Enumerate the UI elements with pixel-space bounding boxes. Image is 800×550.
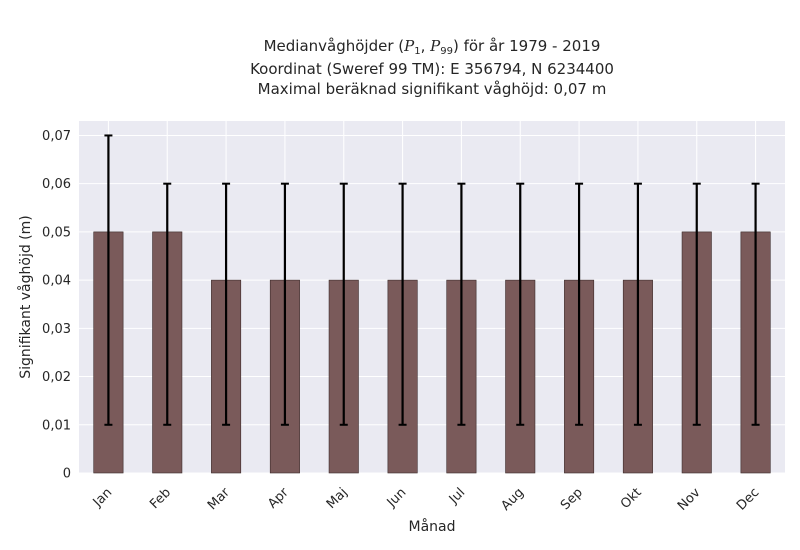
error-bar — [398, 182, 407, 426]
error-bar — [516, 182, 525, 426]
x-tick-label: Jan — [90, 485, 115, 510]
x-tick-label: Aug — [499, 485, 528, 514]
y-tick-label: 0,01 — [42, 418, 71, 433]
x-tick-label: Okt — [618, 485, 645, 512]
chart-title-line-2: Koordinat (Sweref 99 TM): E 356794, N 62… — [250, 60, 614, 78]
y-tick-label: 0,03 — [42, 322, 71, 337]
x-tick-label: Maj — [324, 485, 351, 512]
x-axis-ticks: Jan Feb Mar Apr Maj Jun Jul Aug Sep Okt Nov Dec — [90, 485, 763, 514]
error-bar — [633, 182, 642, 426]
chart-title: Medianvåghöjder (P1, P99) för år 1979 - … — [250, 37, 614, 98]
error-bars — [104, 134, 760, 426]
error-bar — [280, 182, 289, 426]
y-axis-label: Signifikant våghöjd (m) — [17, 215, 34, 378]
y-tick-label: 0,05 — [42, 225, 71, 240]
x-tick-label: Sep — [558, 485, 586, 513]
y-tick-label: 0,02 — [42, 370, 71, 385]
error-bar — [457, 182, 466, 426]
y-tick-label: 0,04 — [42, 274, 71, 289]
x-tick-label: Mar — [205, 485, 233, 513]
x-tick-label: Apr — [265, 485, 292, 512]
x-tick-label: Jun — [384, 485, 410, 511]
error-bar — [339, 182, 348, 426]
x-axis-label: Månad — [409, 518, 456, 535]
x-tick-label: Jul — [446, 485, 468, 507]
x-tick-label: Nov — [675, 485, 704, 514]
error-bar — [222, 182, 231, 426]
error-bar — [575, 182, 584, 426]
y-tick-label: 0,06 — [42, 177, 71, 192]
error-bar — [163, 182, 172, 426]
error-bar — [104, 134, 113, 426]
x-tick-label: Dec — [734, 485, 762, 513]
chart-title-line-1: Medianvåghöjder (P1, P99) för år 1979 - … — [264, 37, 601, 57]
plot-area — [79, 121, 785, 473]
y-tick-label: 0,07 — [42, 129, 71, 144]
error-bar — [692, 182, 701, 426]
y-axis-ticks: 0 0,01 0,02 0,03 0,04 0,05 0,06 0,07 — [42, 129, 71, 482]
y-tick-label: 0 — [63, 467, 71, 482]
error-bar — [751, 182, 760, 426]
chart-title-line-3: Maximal beräknad signifikant våghöjd: 0,… — [258, 80, 607, 98]
x-tick-label: Feb — [147, 485, 174, 512]
